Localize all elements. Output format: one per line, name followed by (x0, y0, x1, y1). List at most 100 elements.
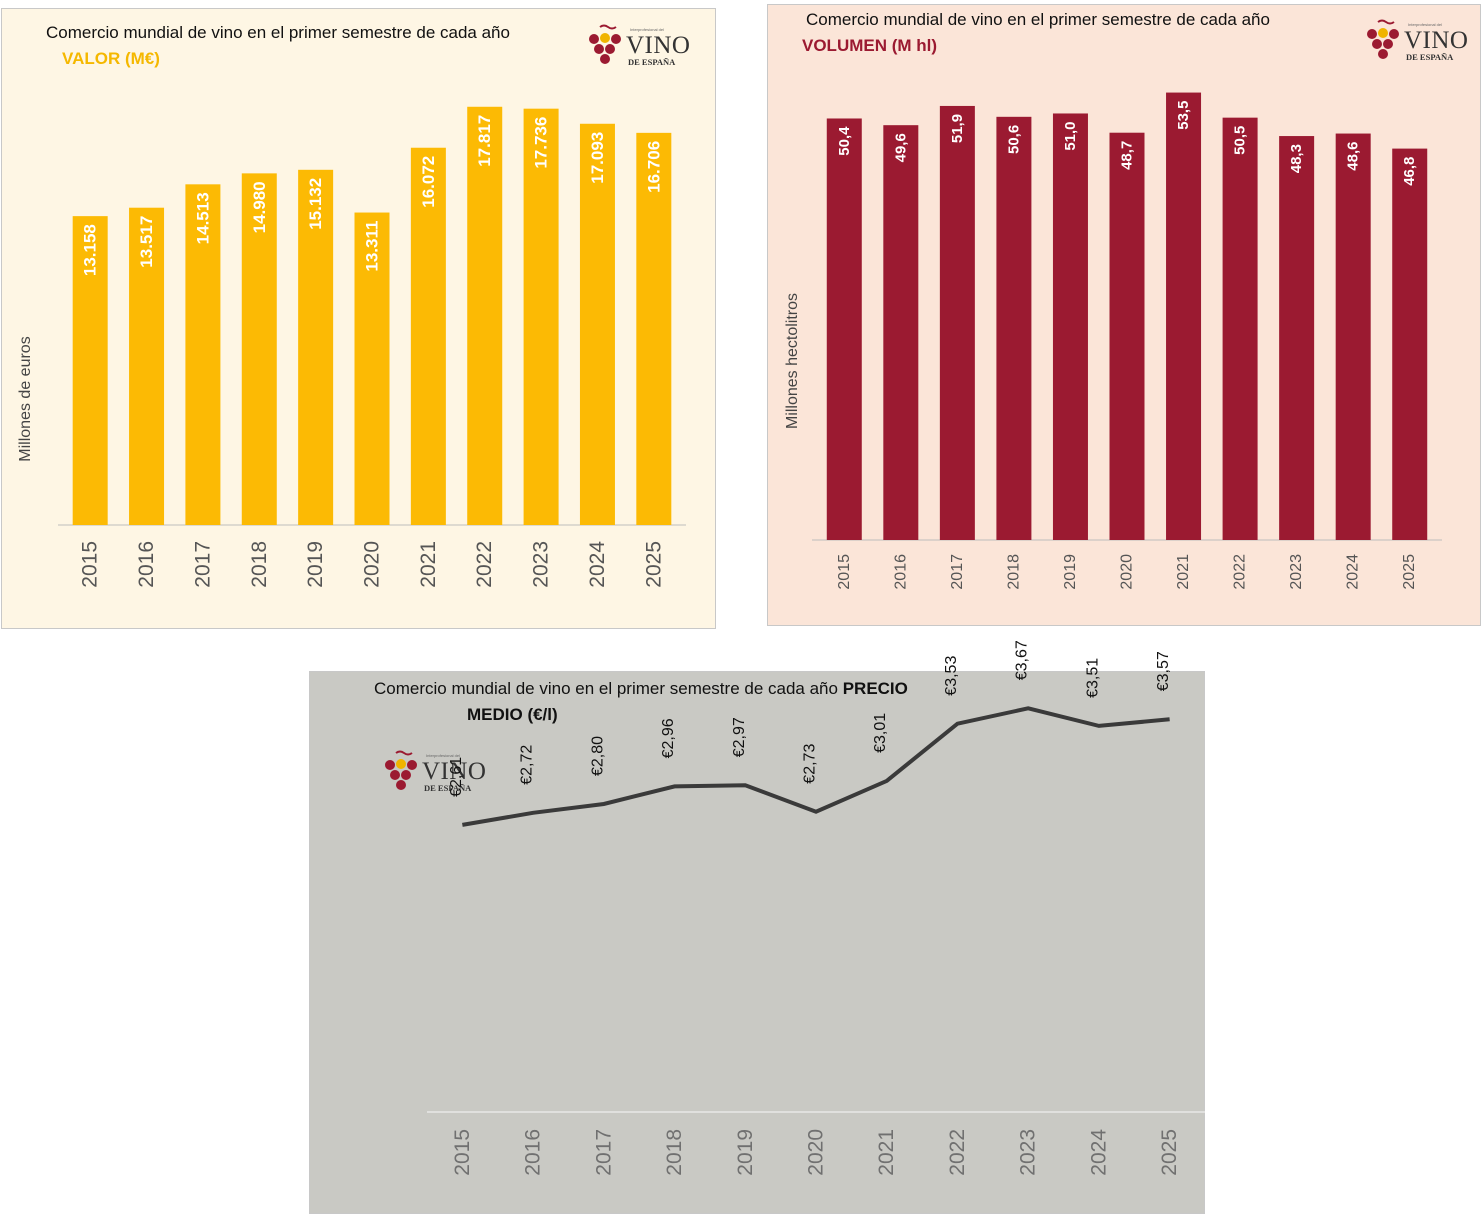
volumen-data-label: 51,0 (1062, 121, 1079, 150)
vino-de-espana-logo: Interprofesional del VINO DE ESPAÑA (586, 24, 690, 68)
volumen-data-label: 53,5 (1175, 101, 1192, 130)
logo-sub: DE ESPAÑA (424, 783, 472, 793)
valor-x-tick-label: 2022 (473, 541, 496, 588)
volumen-chart-panel: Comercio mundial de vino en el primer se… (767, 4, 1481, 626)
valor-data-label: 14.513 (193, 192, 212, 244)
valor-x-tick-label: 2015 (79, 541, 102, 588)
valor-data-label: 16.706 (644, 141, 663, 193)
volumen-y-axis-label: Millones hectolitros (784, 293, 801, 429)
volumen-bar (1279, 136, 1315, 540)
valor-x-tick-label: 2019 (304, 541, 327, 588)
vino-de-espana-logo: Interprofesional del VINO DE ESPAÑA (1364, 19, 1468, 63)
valor-bar (354, 212, 390, 525)
volumen-x-tick-label: 2015 (836, 554, 853, 590)
logo-brand: VINO (422, 758, 487, 785)
volumen-bar (1392, 148, 1428, 541)
precio-data-label: €3,53 (943, 656, 960, 696)
volumen-data-label: 50,4 (836, 126, 853, 156)
volumen-x-tick-label: 2019 (1062, 554, 1079, 590)
precio-data-label: €3,57 (1155, 651, 1172, 691)
valor-bar (467, 106, 503, 525)
precio-x-tick-label: 2017 (592, 1129, 615, 1176)
volumen-x-tick-label: 2025 (1401, 554, 1418, 590)
volumen-data-label: 48,3 (1288, 144, 1305, 173)
volumen-x-tick-label: 2023 (1288, 554, 1305, 590)
precio-data-label: €2,61 (448, 757, 465, 797)
precio-data-label: €3,01 (872, 713, 889, 753)
volumen-x-tick-label: 2022 (1232, 554, 1249, 590)
valor-bar (241, 173, 277, 526)
valor-x-tick-label: 2018 (248, 541, 271, 588)
volumen-bar (1166, 92, 1202, 540)
volumen-bar (1335, 133, 1371, 541)
volumen-x-tick-label: 2018 (1005, 554, 1022, 590)
precio-title-bold: PRECIO (842, 679, 908, 698)
valor-bar (579, 123, 615, 525)
valor-x-tick-label: 2016 (135, 541, 158, 588)
precio-data-label: €2,97 (731, 717, 748, 757)
valor-chart-subtitle: VALOR (M€) (62, 49, 160, 68)
valor-x-tick-label: 2020 (361, 541, 384, 588)
precio-x-tick-label: 2018 (663, 1129, 686, 1176)
valor-bar (185, 184, 221, 525)
valor-data-label: 13.158 (81, 224, 100, 276)
volumen-x-tick-label: 2024 (1345, 554, 1362, 590)
precio-x-tick-label: 2016 (522, 1129, 545, 1176)
valor-data-label: 17.093 (588, 132, 607, 184)
volumen-data-label: 51,9 (949, 114, 966, 143)
precio-line-chart: €2,61 2015 €2,72 2016 €2,80 2017 €2,96 2018 €2,9… (427, 640, 1205, 1176)
precio-x-tick-label: 2019 (734, 1129, 757, 1176)
logo-sub: DE ESPAÑA (1406, 52, 1454, 62)
precio-data-label: €2,72 (519, 745, 536, 785)
valor-data-label: 16.072 (419, 156, 438, 208)
volumen-chart-subtitle: VOLUMEN (M hl) (802, 36, 938, 55)
precio-data-label: €2,96 (660, 718, 677, 758)
volumen-bar-chart: Millones hectolitros 50,4 2015 49,6 2016 51,9… (784, 92, 1442, 590)
logo-tiny-text: Interprofesional del (630, 27, 665, 32)
valor-y-axis-label: Millones de euros (17, 336, 34, 461)
volumen-x-tick-label: 2020 (1119, 554, 1136, 590)
volumen-data-label: 46,8 (1401, 157, 1418, 186)
volumen-bar (1109, 132, 1145, 540)
precio-x-tick-label: 2020 (805, 1129, 828, 1176)
precio-x-tick-label: 2023 (1017, 1129, 1040, 1176)
valor-x-tick-label: 2017 (191, 541, 214, 588)
volumen-data-label: 49,6 (892, 133, 909, 162)
valor-bar-chart: Millones de euros 13.158 2015 13.517 2016 14.… (17, 106, 686, 588)
precio-series-line (462, 706, 1170, 827)
precio-data-label: €3,67 (1014, 640, 1031, 680)
valor-data-label: 17.817 (475, 115, 494, 167)
precio-chart-subtitle: MEDIO (€/l) (467, 705, 558, 724)
grape-icon (1367, 19, 1399, 59)
valor-data-label: 15.132 (306, 178, 325, 230)
precio-x-tick-label: 2025 (1158, 1129, 1181, 1176)
volumen-x-tick-label: 2016 (892, 554, 909, 590)
valor-chart-panel: Comercio mundial de vino en el primer se… (1, 8, 716, 629)
precio-chart-panel: Comercio mundial de vino en el primer se… (309, 640, 1205, 1214)
valor-x-tick-label: 2021 (417, 541, 440, 588)
precio-chart-title: Comercio mundial de vino en el primer se… (374, 679, 908, 699)
valor-bar (523, 108, 559, 525)
volumen-data-label: 50,6 (1005, 125, 1022, 154)
volumen-bar (996, 116, 1032, 541)
logo-tiny-text: Interprofesional del (426, 753, 461, 758)
valor-x-tick-label: 2025 (642, 541, 665, 588)
volumen-data-label: 48,6 (1345, 142, 1362, 171)
valor-x-tick-label: 2023 (530, 541, 553, 588)
precio-x-tick-label: 2024 (1087, 1129, 1110, 1176)
logo-brand: VINO (1404, 27, 1469, 54)
volumen-bar (1052, 113, 1088, 540)
valor-data-label: 17.736 (532, 117, 551, 169)
valor-chart-title: Comercio mundial de vino en el primer se… (46, 23, 510, 42)
volumen-bar (826, 118, 862, 541)
volumen-chart-title: Comercio mundial de vino en el primer se… (806, 10, 1270, 29)
volumen-data-label: 48,7 (1119, 141, 1136, 170)
valor-bar (410, 147, 446, 525)
volumen-x-tick-label: 2017 (949, 554, 966, 590)
precio-data-label: €2,80 (589, 736, 606, 776)
logo-tiny-text: Interprofesional del (1408, 22, 1443, 27)
valor-bar (129, 207, 165, 525)
valor-bar (298, 169, 334, 525)
valor-bar (72, 216, 108, 525)
volumen-bar (939, 105, 975, 540)
